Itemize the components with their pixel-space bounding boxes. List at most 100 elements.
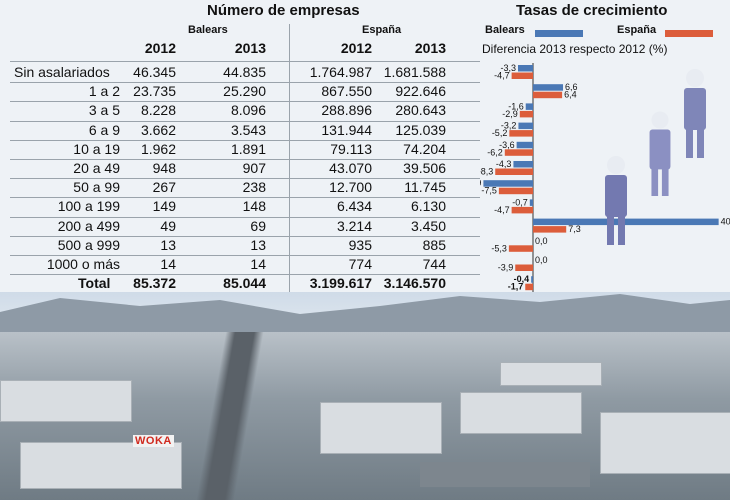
table-cell: 49 <box>160 217 176 234</box>
table-cell: 13 <box>160 236 176 253</box>
header-rule <box>10 61 480 62</box>
year-header: 2012 <box>144 40 176 56</box>
column-separator <box>289 24 290 292</box>
table-cell: 907 <box>242 160 266 176</box>
row-label: 20 a 49 <box>73 160 120 176</box>
table-cell: 125.039 <box>395 121 446 138</box>
data-label: 6,6 <box>565 82 578 92</box>
table-cell: 867.550 <box>321 83 372 100</box>
row-divider <box>10 178 480 180</box>
table-cell: 85.372 <box>133 275 176 292</box>
data-label: -7,5 <box>481 186 497 196</box>
data-label: 6,4 <box>564 90 577 100</box>
row-label: 1000 o más <box>46 256 120 272</box>
row-divider <box>10 274 480 276</box>
table-cell: 11.745 <box>404 179 446 196</box>
bar-espana <box>511 206 533 214</box>
legend-label-baleares: Balears <box>485 24 525 36</box>
total-label: Total <box>78 275 111 292</box>
data-label: -6,2 <box>487 147 503 157</box>
table-cell: 74.204 <box>403 140 446 157</box>
bar-espana <box>525 283 533 291</box>
bar-espana <box>511 72 533 79</box>
bar-baleares <box>517 65 533 72</box>
bar-plot: -3,3-4,76,66,4-1,6-2,9-3,2-5,2-3,6-6,2-4… <box>480 30 730 292</box>
year-header: 2013 <box>234 40 266 56</box>
data-label: 0,0 <box>535 255 548 265</box>
row-label: 500 a 999 <box>57 236 120 253</box>
table-cell: 935 <box>348 236 372 253</box>
table-cell: 1.681.588 <box>383 64 446 80</box>
table-cell: 149 <box>152 198 176 215</box>
table-cell: 288.896 <box>321 102 372 119</box>
legend-swatch-baleares <box>535 30 583 37</box>
data-label: -5,2 <box>492 128 508 138</box>
data-label: -4,3 <box>496 159 512 169</box>
warehouse-roof <box>600 412 730 474</box>
data-label: -4,7 <box>494 71 510 81</box>
table-cell: 8.096 <box>230 102 266 119</box>
table-cell: 85.044 <box>223 275 266 292</box>
store-sign: WOKA <box>133 435 174 447</box>
data-label: -3,2 <box>501 121 517 131</box>
warehouse-roof <box>20 442 182 489</box>
row-divider <box>10 197 480 199</box>
table-cell: 69 <box>250 217 266 234</box>
warehouse-roof <box>0 380 132 422</box>
row-divider <box>10 101 480 103</box>
table-cell: 1.891 <box>230 140 266 157</box>
building-block <box>420 462 590 487</box>
bar-espana <box>508 245 533 252</box>
table-cell: 3.543 <box>230 121 266 138</box>
row-label: 1 a 2 <box>88 83 120 100</box>
data-label: -0,7 <box>512 197 528 207</box>
bar-espana <box>495 168 533 175</box>
data-label: -1,6 <box>508 101 524 111</box>
group-espana: España <box>362 24 402 36</box>
bar-espana <box>515 264 533 271</box>
year-header: 2012 <box>340 40 372 56</box>
table-cell: 1.962 <box>140 140 176 157</box>
bar-espana <box>498 187 533 195</box>
table-cell: 14 <box>160 256 176 272</box>
legend-label-espana: España <box>617 24 657 36</box>
table-cell: 744 <box>422 256 446 272</box>
table-cell: 25.290 <box>223 83 266 100</box>
table-cell: 12.700 <box>329 179 372 196</box>
bar-baleares <box>518 122 533 130</box>
row-divider <box>10 235 480 237</box>
table-cell: 922.646 <box>395 83 446 100</box>
bar-baleares <box>533 84 564 91</box>
bar-baleares <box>483 180 533 187</box>
bar-baleares <box>525 103 533 110</box>
data-label: -2,9 <box>502 109 518 119</box>
year-header: 2013 <box>414 40 446 56</box>
row-label: 3 a 5 <box>88 102 120 119</box>
businessman-figure <box>684 69 706 158</box>
table-cell: 774 <box>348 256 372 272</box>
table-title: Número de empresas <box>207 2 360 19</box>
warehouse-roof <box>320 402 442 454</box>
table-cell: 79.113 <box>330 140 372 157</box>
growth-rate-chart: Tasas de crecimiento Balears España Dife… <box>480 0 730 292</box>
bar-baleares <box>533 218 719 226</box>
table-cell: 1.764.987 <box>309 64 372 80</box>
data-label: -10,9 <box>480 178 481 188</box>
group-baleares: Balears <box>188 24 228 36</box>
row-divider <box>10 139 480 141</box>
table-cell: 3.214 <box>336 217 372 234</box>
table-cell: 23.735 <box>133 83 176 100</box>
table-cell: 131.944 <box>321 121 372 138</box>
table-cell: 280.643 <box>395 102 446 119</box>
row-label: 100 a 199 <box>57 198 120 215</box>
row-label: 10 a 19 <box>73 140 120 157</box>
businessman-figure <box>649 111 671 196</box>
chart-subtitle: Diferencia 2013 respecto 2012 (%) <box>482 42 668 56</box>
row-label: 6 a 9 <box>88 121 120 138</box>
data-label: -5,3 <box>491 243 507 253</box>
row-divider <box>10 159 480 160</box>
table-cell: 3.146.570 <box>383 275 446 292</box>
table-cell: 948 <box>152 160 176 176</box>
bar-baleares <box>529 199 533 206</box>
row-label: 50 a 99 <box>73 179 120 196</box>
